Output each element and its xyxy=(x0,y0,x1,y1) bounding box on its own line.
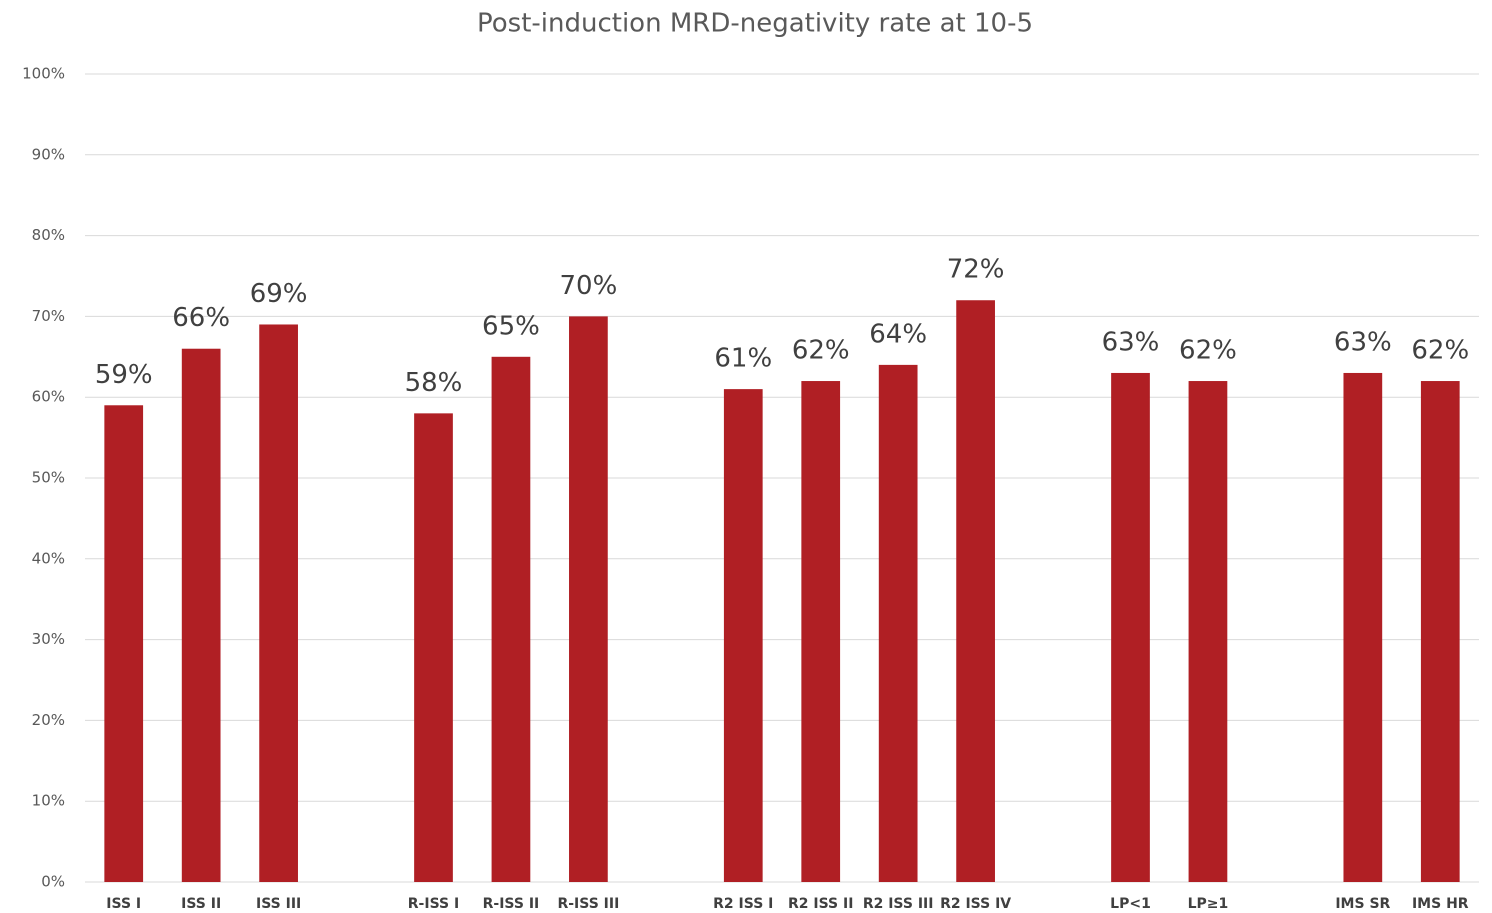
x-tick-label: R2 ISS I xyxy=(713,896,773,912)
chart-title: Post-induction MRD-negativity rate at 10… xyxy=(477,9,1033,39)
value-label: 69% xyxy=(250,279,308,309)
value-label: 66% xyxy=(172,303,230,333)
bar xyxy=(1343,372,1383,882)
x-tick-label: LP<1 xyxy=(1110,896,1151,912)
y-tick-label: 100% xyxy=(22,65,65,83)
y-tick-label: 70% xyxy=(32,307,65,325)
bar xyxy=(414,413,453,882)
value-label: 63% xyxy=(1334,327,1392,357)
value-label: 64% xyxy=(869,319,927,349)
value-label: 63% xyxy=(1102,327,1160,357)
bar xyxy=(491,356,531,882)
x-tick-label: LP≥1 xyxy=(1188,896,1229,912)
y-tick-label: 10% xyxy=(32,792,65,810)
value-label: 59% xyxy=(95,360,153,390)
y-tick-label: 0% xyxy=(41,873,65,891)
value-label: 65% xyxy=(482,311,540,341)
bar xyxy=(956,300,995,882)
y-tick-label: 60% xyxy=(32,388,65,406)
value-label: 58% xyxy=(405,368,463,398)
bar xyxy=(1111,372,1150,882)
x-tick-label: IMS HR xyxy=(1412,896,1469,912)
bar xyxy=(259,324,298,883)
x-tick-label: ISS III xyxy=(256,896,301,912)
y-tick-label: 90% xyxy=(32,145,65,163)
y-tick-label: 40% xyxy=(32,549,65,567)
bar xyxy=(569,316,608,882)
bar xyxy=(104,405,144,882)
y-tick-label: 20% xyxy=(32,711,65,729)
x-tick-label: R2 ISS III xyxy=(863,896,934,912)
value-label: 62% xyxy=(792,336,850,366)
x-tick-label: R-ISS II xyxy=(483,896,540,912)
x-tick-label: R2 ISS II xyxy=(788,896,853,912)
x-tick-label: R2 ISS IV xyxy=(940,896,1011,912)
value-label: 62% xyxy=(1179,336,1237,366)
x-tick-label: R-ISS I xyxy=(408,896,459,912)
y-tick-label: 80% xyxy=(32,226,65,244)
bar xyxy=(1188,381,1228,882)
x-tick-label: ISS II xyxy=(181,896,221,912)
x-tick-label: ISS I xyxy=(106,896,141,912)
bar xyxy=(1420,381,1460,882)
y-tick-label: 50% xyxy=(32,469,65,487)
bar xyxy=(878,364,918,882)
bar xyxy=(801,381,841,882)
x-tick-label: IMS SR xyxy=(1335,896,1390,912)
x-tick-label: R-ISS III xyxy=(557,896,619,912)
bar xyxy=(181,348,221,883)
value-label: 61% xyxy=(714,344,772,374)
bar xyxy=(723,389,763,882)
y-tick-label: 30% xyxy=(32,630,65,648)
value-label: 70% xyxy=(559,271,617,301)
value-label: 72% xyxy=(947,255,1005,285)
value-label: 62% xyxy=(1411,336,1469,366)
